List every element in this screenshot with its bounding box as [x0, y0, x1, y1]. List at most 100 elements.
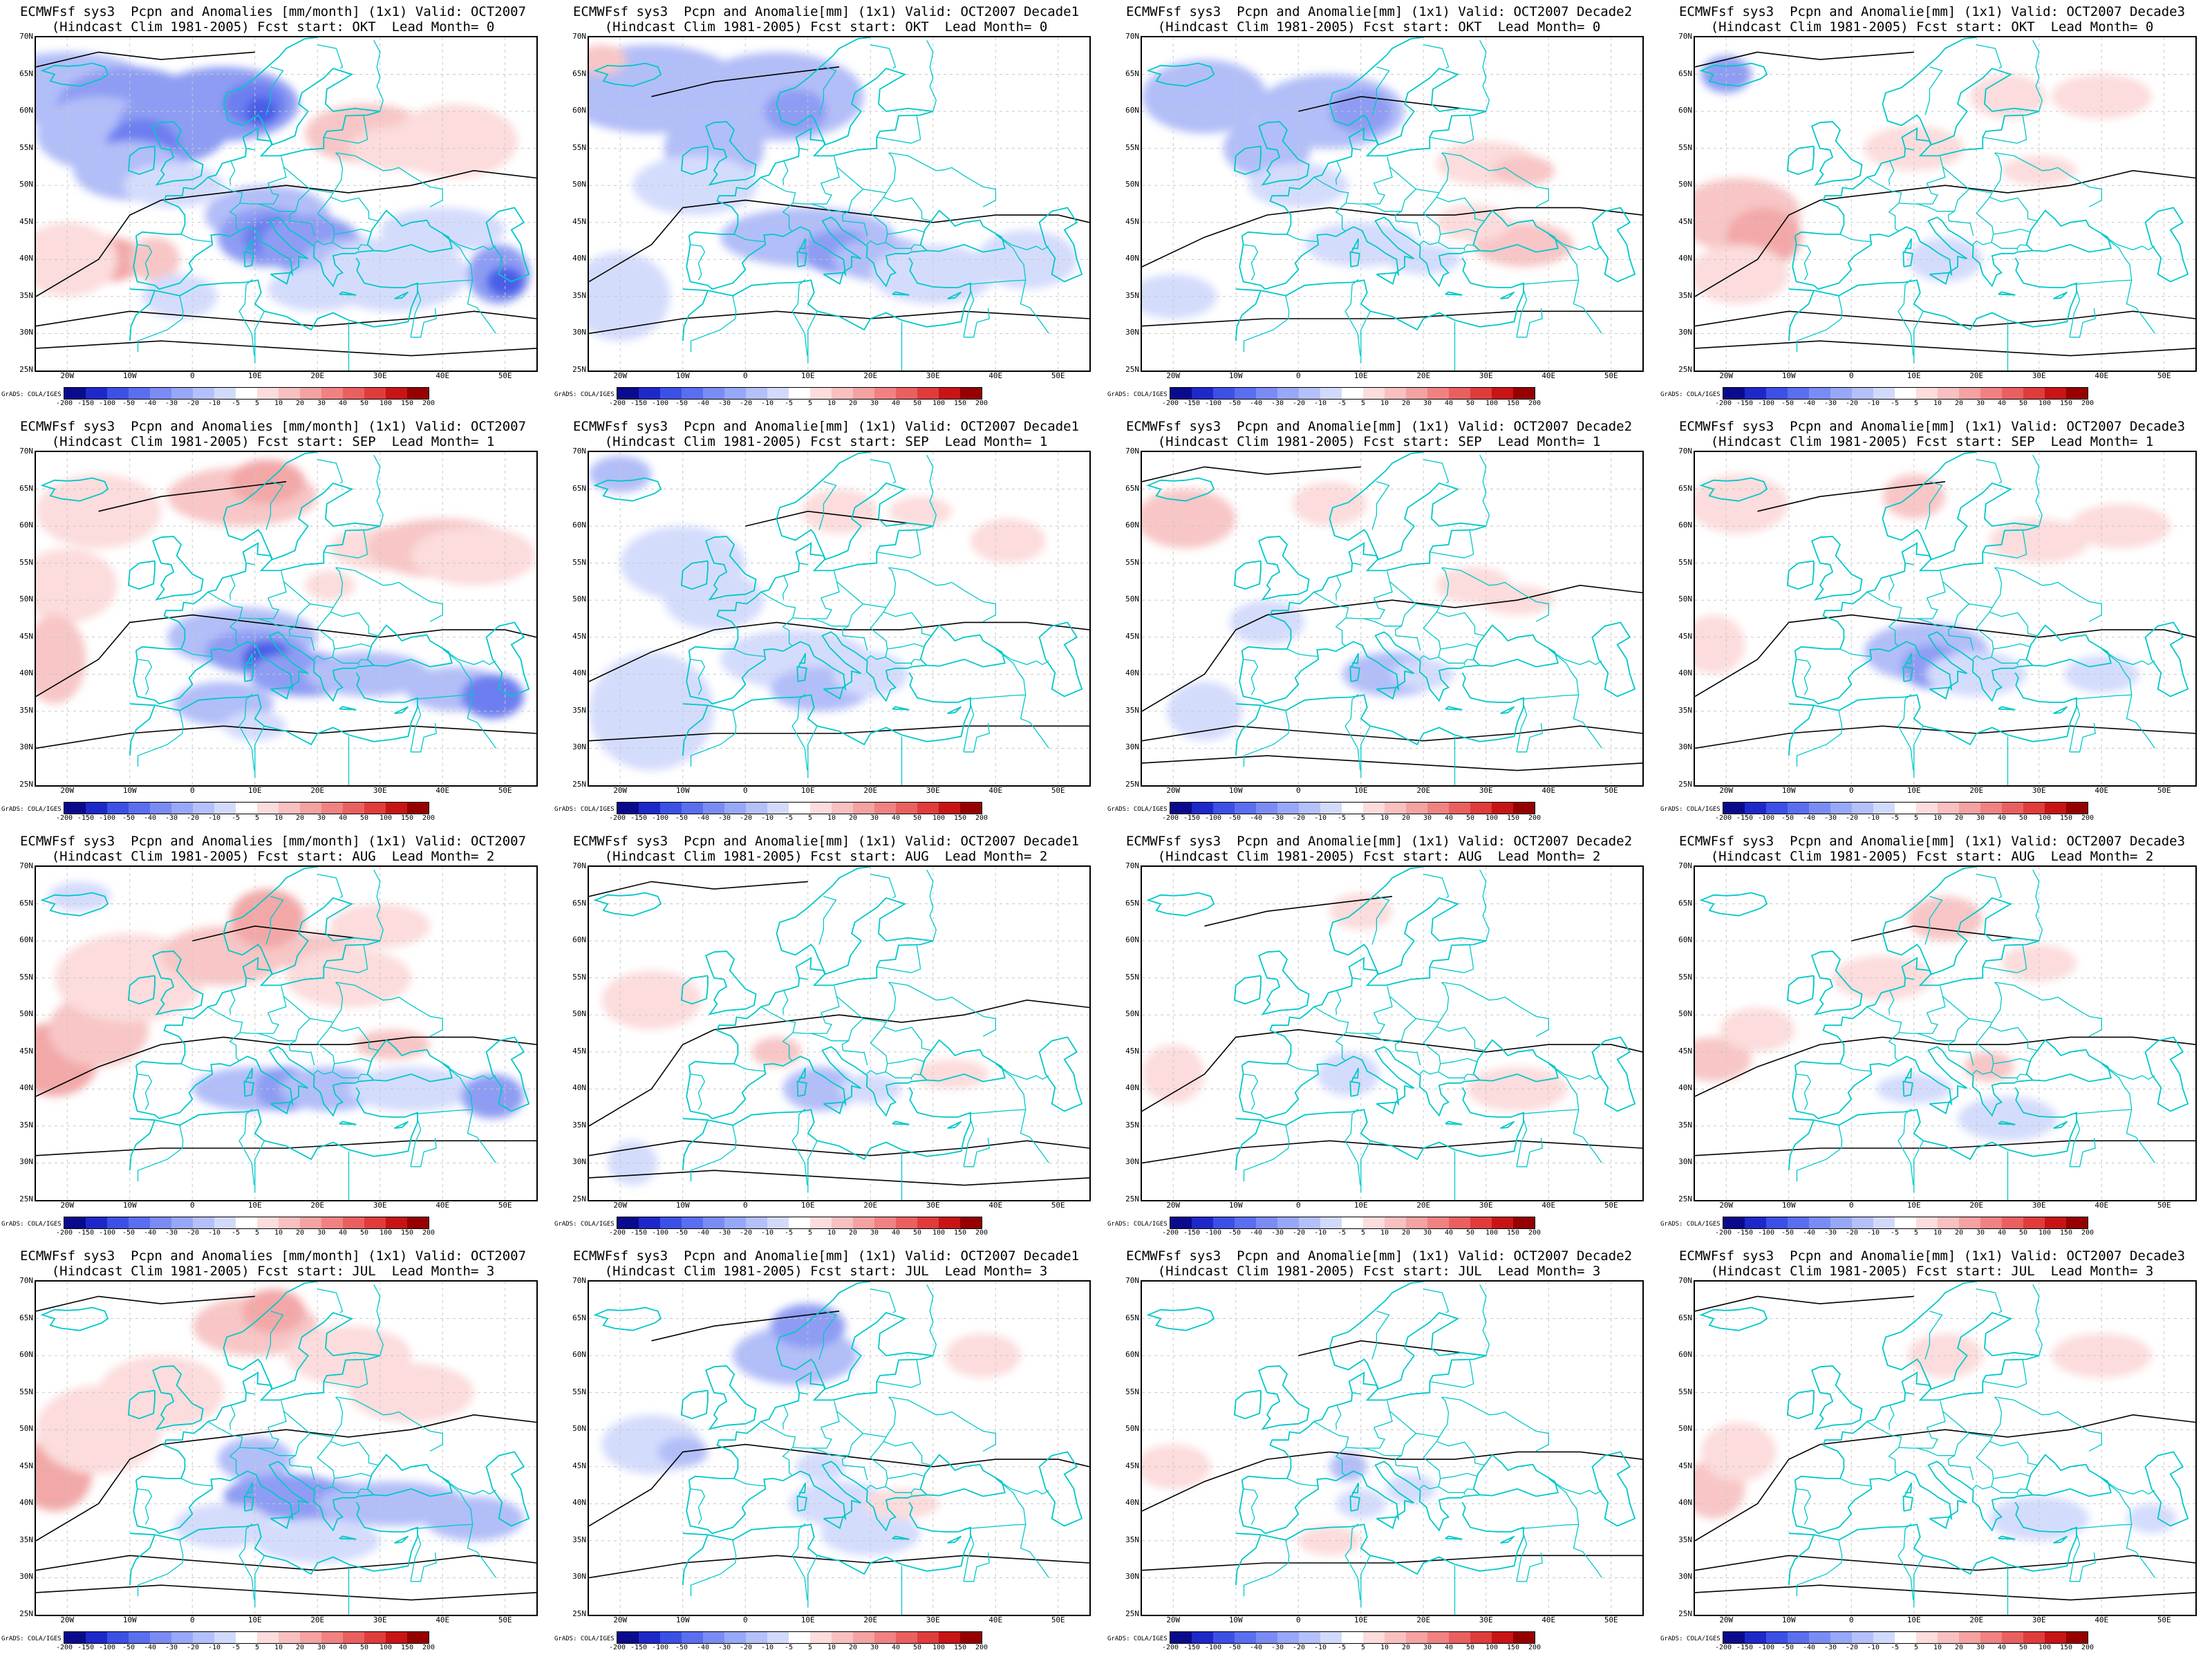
colorbar-swatch	[236, 388, 257, 399]
colorbar-label: 20	[295, 400, 305, 407]
colorbar	[1723, 387, 2088, 400]
country-border	[2069, 704, 2081, 752]
lat-label: 65N	[1678, 898, 1692, 908]
colorbar-swatch	[639, 388, 660, 399]
anomaly-area	[1701, 1422, 1777, 1482]
coastline	[1788, 1087, 2077, 1161]
country-border	[1976, 874, 2003, 899]
country-border	[791, 693, 808, 771]
colorbar-swatch	[1745, 388, 1766, 399]
country-border	[910, 1488, 921, 1493]
colorbar-swatch	[407, 803, 429, 814]
country-border	[1286, 234, 1319, 243]
lon-label: 0	[189, 371, 195, 380]
country-border	[963, 1534, 975, 1582]
colorbar-label: 100	[932, 1644, 946, 1651]
colorbar-swatch	[1766, 803, 1788, 814]
colorbar-label: 150	[2059, 400, 2073, 407]
colorbar-swatch	[193, 1632, 214, 1643]
coastline	[1792, 1454, 2112, 1535]
coastline	[339, 706, 357, 711]
country-border	[1440, 228, 1478, 235]
anomaly-map	[35, 451, 538, 787]
colorbar-swatch	[1256, 1632, 1277, 1643]
colorbar-label: -40	[143, 1644, 157, 1651]
coastline	[686, 624, 1006, 705]
colorbar-swatch	[236, 1217, 257, 1228]
coastline	[1351, 1482, 1359, 1497]
colorbar	[1723, 1631, 2088, 1644]
country-border	[332, 657, 359, 666]
precip-contour	[36, 1414, 536, 1541]
colorbar-swatch	[639, 803, 660, 814]
colorbar-label: -30	[1824, 1229, 1837, 1237]
precip-contour	[1695, 51, 1914, 68]
country-border	[1548, 1063, 1602, 1080]
lat-label: 40N	[1125, 1083, 1139, 1093]
colorbar-swatch	[1980, 1217, 2002, 1228]
colorbar-swatch	[64, 803, 86, 814]
colorbar-swatch	[960, 1217, 982, 1228]
country-border	[1548, 648, 1602, 666]
lat-label: 45N	[19, 631, 33, 641]
country-border	[1423, 44, 1450, 69]
country-border	[2069, 1119, 2081, 1167]
country-border	[2070, 1063, 2133, 1115]
lon-label: 0	[1295, 1615, 1301, 1624]
lat-label: 45N	[1678, 216, 1692, 226]
lon-label: 30E	[373, 1615, 387, 1624]
panel-title: ECMWFsf sys3 Pcpn and Anomalie[mm] (1x1)…	[572, 419, 1080, 434]
colorbar-label: 150	[400, 1644, 414, 1651]
country-border	[889, 1396, 996, 1452]
colorbar-swatch	[1980, 388, 2002, 399]
country-border	[336, 982, 443, 1037]
country-border	[910, 244, 921, 249]
colorbar-label: 5	[807, 814, 813, 822]
colorbar-swatch	[810, 1632, 832, 1643]
country-border	[1345, 1400, 1393, 1449]
colorbar-swatch	[896, 803, 917, 814]
country-border	[1344, 693, 1361, 771]
country-border	[411, 722, 437, 753]
colorbar-label: 100	[2038, 400, 2052, 407]
lon-label: 10E	[800, 1615, 815, 1624]
coastline	[823, 1101, 844, 1115]
colorbar-label: 150	[400, 400, 414, 407]
country-border	[841, 1040, 868, 1066]
coastline	[127, 560, 156, 590]
country-border	[910, 1074, 921, 1078]
country-border	[1888, 989, 1895, 1015]
map-panel: ECMWFsf sys3 Pcpn and Anomalies [mm/mont…	[0, 830, 546, 1241]
lat-label: 30N	[1678, 742, 1692, 752]
country-border	[782, 574, 789, 600]
lat-label: 40N	[19, 1498, 33, 1508]
colorbar-label: -10	[1866, 400, 1880, 407]
grads-credit: GrADS: COLA/IGES	[1660, 1221, 1721, 1228]
lon-label: 40E	[2094, 1615, 2109, 1624]
lon-label: 0	[189, 1615, 195, 1624]
country-border	[782, 989, 789, 1015]
colorbar-swatch	[939, 1632, 960, 1643]
colorbar-label: -50	[675, 400, 688, 407]
coastline	[1929, 1516, 1950, 1530]
colorbar-swatch	[1916, 1632, 1938, 1643]
colorbar-swatch	[660, 388, 682, 399]
colorbar-swatch	[1513, 1217, 1535, 1228]
colorbar-swatch	[682, 1632, 703, 1643]
colorbar-swatch	[64, 1217, 86, 1228]
colorbar-swatch	[789, 1632, 810, 1643]
colorbar-label: 100	[1485, 1229, 1499, 1237]
lon-label: 40E	[435, 786, 450, 795]
colorbar-label: -40	[1249, 1644, 1263, 1651]
colorbar-label: 50	[359, 1644, 369, 1651]
coastline	[1146, 892, 1215, 917]
lat-label: 35N	[1125, 1535, 1139, 1544]
colorbar-swatch	[386, 1632, 407, 1643]
country-border	[1436, 1026, 1485, 1051]
coastline	[892, 1535, 910, 1540]
country-border	[410, 704, 422, 752]
colorbar-swatch	[1873, 1632, 1895, 1643]
coastline	[1445, 1535, 1463, 1540]
colorbar-label: 5	[254, 400, 260, 407]
country-border	[1888, 1404, 1895, 1430]
